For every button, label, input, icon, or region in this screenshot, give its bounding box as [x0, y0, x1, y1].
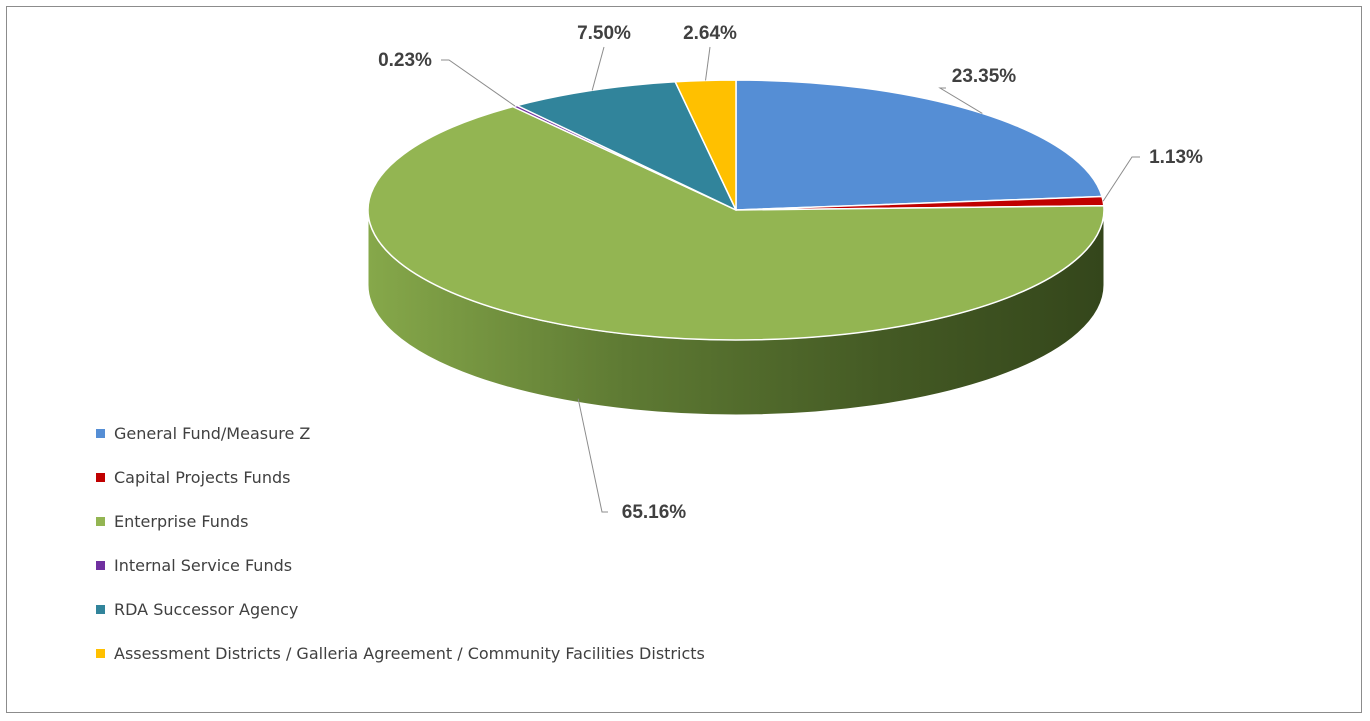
legend-label-internal-service-funds: Internal Service Funds — [114, 556, 292, 575]
leader-line-capital-projects-funds — [1102, 156, 1140, 202]
legend-label-rda-successor-agency: RDA Successor Agency — [114, 600, 298, 619]
leader-line-enterprise-funds — [577, 398, 608, 513]
legend-swatch-capital-projects-funds — [96, 473, 105, 482]
data-label-rda-successor-agency: 7.50% — [577, 23, 631, 44]
pie-slice-rda-successor-agency — [516, 81, 737, 211]
legend-item-internal-service-funds: Internal Service Funds — [96, 556, 292, 575]
legend-swatch-rda-successor-agency — [96, 605, 105, 614]
legend-item-capital-projects-funds: Capital Projects Funds — [96, 468, 290, 487]
legend-item-rda-successor-agency: RDA Successor Agency — [96, 600, 298, 619]
data-label-assessment-districts-galleria-agreement-community-facilities-districts: 2.64% — [683, 23, 737, 44]
legend-label-capital-projects-funds: Capital Projects Funds — [114, 468, 290, 487]
data-label-general-fund-measure-z: 23.35% — [952, 66, 1017, 87]
pie-slice-assessment-districts-galleria-agreement-community-facilities-districts — [674, 79, 737, 211]
pie-slice-enterprise-funds — [367, 105, 1105, 341]
leader-line-rda-successor-agency — [591, 46, 605, 91]
legend-item-enterprise-funds: Enterprise Funds — [96, 512, 249, 531]
legend-swatch-assessment-districts-galleria-agreement-community-facilities-districts — [96, 649, 105, 658]
leader-line-general-fund-measure-z — [938, 87, 983, 114]
data-label-internal-service-funds: 0.23% — [378, 50, 432, 71]
legend-swatch-internal-service-funds — [96, 561, 105, 570]
data-label-enterprise-funds: 65.16% — [622, 502, 687, 523]
legend-swatch-general-fund-measure-z — [96, 429, 105, 438]
legend-label-general-fund-measure-z: General Fund/Measure Z — [114, 424, 310, 443]
legend-item-assessment-districts-galleria-agreement-community-facilities-districts: Assessment Districts / Galleria Agreemen… — [96, 644, 705, 663]
legend-swatch-enterprise-funds — [96, 517, 105, 526]
legend-label-assessment-districts-galleria-agreement-community-facilities-districts: Assessment Districts / Galleria Agreemen… — [114, 644, 705, 663]
data-label-capital-projects-funds: 1.13% — [1149, 147, 1203, 168]
legend-item-general-fund-measure-z: General Fund/Measure Z — [96, 424, 310, 443]
legend-label-enterprise-funds: Enterprise Funds — [114, 512, 249, 531]
leader-line-internal-service-funds — [441, 59, 516, 107]
leader-line-assessment-districts-galleria-agreement-community-facilities-districts — [705, 46, 711, 81]
pie-slice-general-fund-measure-z — [735, 79, 1103, 211]
